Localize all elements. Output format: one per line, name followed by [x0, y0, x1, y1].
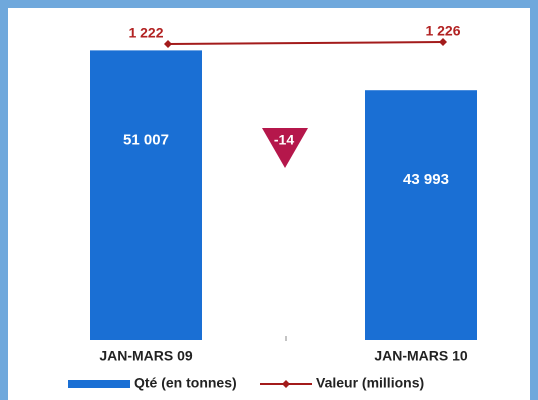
legend-label: Valeur (millions)	[316, 375, 424, 391]
line-marker	[439, 38, 447, 46]
annotation-triangle	[262, 128, 308, 168]
legend-marker	[282, 380, 290, 388]
legend-label: Qté (en tonnes)	[134, 375, 237, 391]
line-value-label: 1 222	[128, 25, 163, 41]
x-tick-label: JAN-MARS 10	[374, 348, 468, 364]
annotation: -14	[274, 132, 294, 148]
line	[167, 41, 444, 45]
line-marker	[164, 40, 172, 48]
bar-value-label: 51 007	[123, 131, 169, 148]
bar	[90, 50, 202, 341]
legend-swatch	[68, 380, 130, 388]
bar	[365, 90, 477, 341]
x-tick-label: JAN-MARS 09	[99, 348, 193, 364]
line-value-label: 1 226	[425, 23, 460, 39]
bar-value-label: 43 993	[403, 171, 449, 188]
